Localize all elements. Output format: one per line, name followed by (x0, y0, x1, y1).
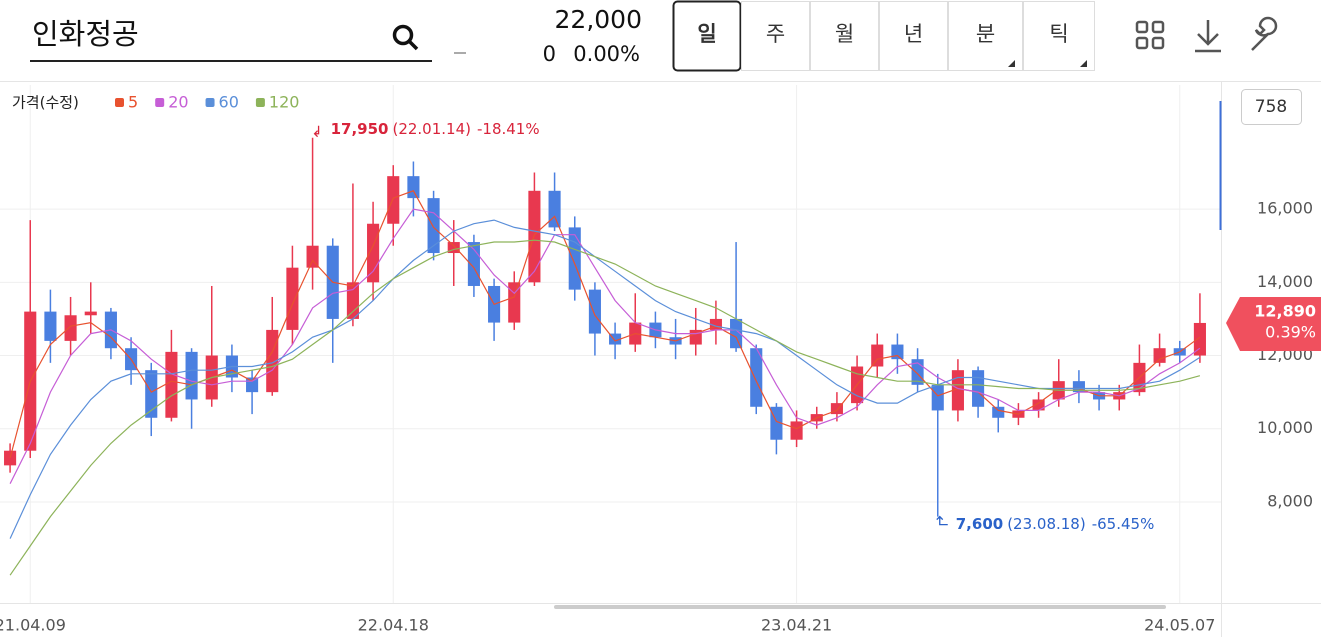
low-date: (23.08.18) (1007, 515, 1086, 533)
y-tick-label: 16,000 (1257, 199, 1313, 218)
tab-label[interactable]: 분 (976, 22, 995, 46)
candle-body (165, 351, 178, 418)
candle-body (709, 318, 722, 330)
legend-title: 가격(수정) (12, 94, 79, 112)
high-value: 17,950 (331, 120, 389, 138)
candle-body (64, 315, 77, 341)
candle-body (1072, 381, 1085, 393)
legend-swatch (155, 98, 165, 107)
candle-body (830, 403, 843, 415)
candle-body (1153, 348, 1166, 363)
layout-icon[interactable] (1135, 20, 1165, 50)
candle-body (931, 384, 944, 411)
high-date: (22.01.14) (392, 120, 471, 138)
download-icon[interactable] (1195, 20, 1221, 53)
candle-body (588, 289, 601, 334)
tab-label[interactable]: 틱 (1049, 22, 1068, 46)
candle-body (992, 406, 1005, 418)
candle-body (891, 344, 904, 360)
candle-body (84, 311, 97, 316)
candle-body (44, 311, 57, 341)
y-tick-label: 8,000 (1267, 491, 1313, 510)
low-change: -65.45% (1092, 515, 1155, 533)
candle-body (346, 282, 359, 319)
tab-label[interactable]: 일 (697, 22, 716, 46)
current-price: 22,000 (555, 5, 642, 34)
candle-body (750, 348, 763, 407)
candle-body (427, 198, 440, 254)
legend-swatch (115, 98, 124, 107)
tab-label[interactable]: 년 (904, 22, 923, 46)
tab-button[interactable] (1023, 1, 1095, 71)
moving-average-line (9, 190, 1201, 459)
volume-value: 758 (1255, 97, 1287, 117)
search-input[interactable]: 인화정공 (32, 17, 139, 51)
x-tick-label: 21.04.09 (0, 616, 66, 635)
last-price-tag (1226, 296, 1321, 351)
moving-average-line (9, 239, 1201, 576)
moving-average-line (9, 208, 1201, 484)
candle-body (246, 377, 259, 393)
candle-body (387, 176, 400, 224)
candle-body (871, 344, 884, 367)
scrollbar[interactable] (554, 605, 1166, 609)
dropdown-corner (1080, 60, 1087, 67)
legend-label: 60 (219, 93, 239, 112)
candle-body (568, 227, 581, 290)
search-icon[interactable] (392, 24, 419, 51)
candle-body (951, 370, 964, 411)
candle-body (790, 421, 803, 440)
moving-average-line (9, 219, 1201, 539)
high-change: -18.41% (477, 120, 540, 138)
candle-body (1032, 399, 1045, 411)
legend-label: 5 (128, 93, 138, 112)
low-arrow (936, 515, 948, 526)
candle-body (447, 242, 460, 254)
candle-body (4, 450, 17, 466)
legend-label: 20 (168, 93, 188, 112)
settings-icon[interactable] (1251, 16, 1278, 51)
tab-label[interactable]: 월 (835, 22, 854, 46)
tab-button[interactable] (948, 1, 1023, 71)
legend-label: 120 (269, 93, 300, 112)
last-price: 12,890 (1254, 301, 1316, 320)
y-tick-label: 10,000 (1257, 418, 1313, 437)
tab-button[interactable] (879, 1, 948, 71)
tab-button[interactable] (810, 1, 879, 71)
candle-body (306, 245, 319, 268)
candle-body (1193, 322, 1206, 356)
volume-box (1241, 89, 1302, 125)
y-tick-label: 14,000 (1257, 272, 1313, 291)
price-change: 0 (543, 42, 556, 66)
candle-body (609, 333, 622, 345)
candle-body (145, 370, 158, 418)
candle-body (407, 176, 420, 199)
low-value: 7,600 (956, 515, 1003, 533)
x-tick-label: 23.04.21 (761, 616, 832, 635)
price-change-pct: 0.00% (573, 42, 640, 66)
candle-body (508, 282, 521, 323)
tab-button[interactable] (741, 1, 810, 71)
candle-body (730, 318, 743, 349)
candle-body (286, 267, 299, 330)
tab-label[interactable]: 주 (766, 22, 785, 46)
last-change: 0.39% (1265, 322, 1316, 341)
x-tick-label: 22.04.18 (358, 616, 429, 635)
x-tick-label: 24.05.07 (1144, 616, 1215, 635)
candle-body (972, 370, 985, 407)
header: 인화정공 22,000 0 0.00% 일 주 월 년 분 틱 (0, 0, 1321, 82)
candle-body (548, 190, 561, 228)
dropdown-corner (1008, 60, 1015, 67)
tab-button[interactable] (672, 0, 742, 72)
high-arrow (313, 125, 320, 138)
legend-swatch (255, 98, 265, 107)
candle-body (185, 351, 198, 400)
legend-swatch (205, 98, 215, 107)
